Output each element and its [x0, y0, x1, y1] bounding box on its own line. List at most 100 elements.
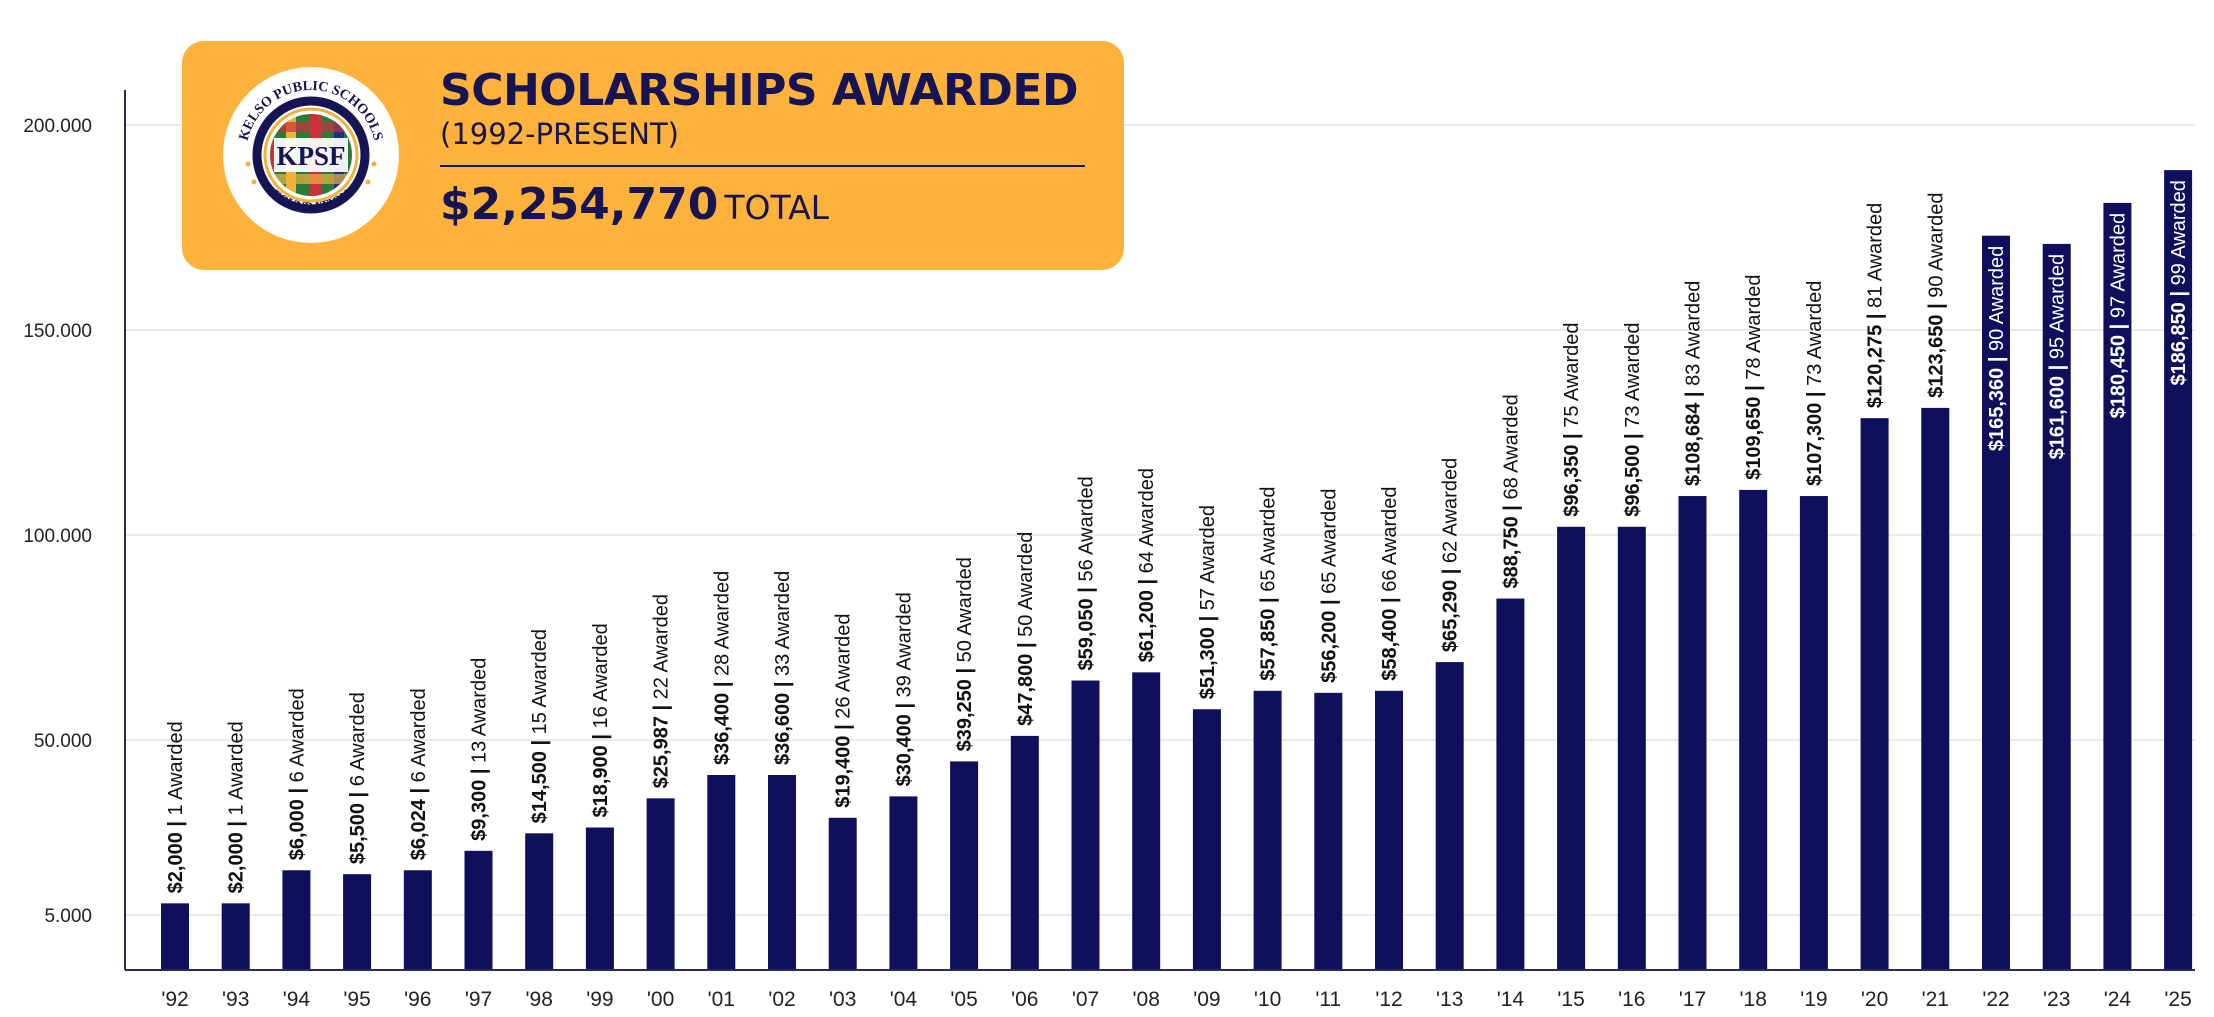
bar — [1617, 526, 1646, 970]
bar-count-label: 56 Awarded — [1076, 476, 1098, 581]
bar-data-label: $65,290 | 62 Awarded — [1440, 458, 1462, 652]
bar — [2164, 170, 2193, 971]
total-label: TOTAL — [724, 188, 830, 228]
bar-amount-label: $5,500 | — [347, 786, 369, 864]
bar-amount-label: $61,200 | — [1136, 573, 1158, 662]
bar-data-label: $109,650 | 78 Awarded — [1743, 274, 1765, 479]
y-tick-label: 50.000 — [34, 731, 92, 752]
bar-count-label: 33 Awarded — [772, 571, 794, 676]
bar-data-label: $30,400 | 39 Awarded — [893, 592, 915, 786]
bar-count-label: 1 Awarded — [165, 721, 187, 815]
bar — [1314, 692, 1343, 970]
bar-amount-label: $6,024 | — [408, 782, 430, 860]
bar-amount-label: $39,250 | — [954, 662, 976, 751]
bar-count-label: 68 Awarded — [1500, 394, 1522, 499]
bar — [525, 833, 554, 970]
bar-count-label: 15 Awarded — [529, 629, 551, 734]
bar-count-label: 22 Awarded — [651, 594, 673, 699]
x-tick-label: '08 — [1133, 988, 1160, 1011]
bar — [1010, 735, 1039, 970]
bar-amount-label: $14,500 | — [529, 734, 551, 823]
bar — [1557, 526, 1586, 970]
x-tick-label: '22 — [1982, 988, 2009, 1011]
total-amount: $2,254,770 — [440, 179, 719, 231]
bar-amount-label: $30,400 | — [893, 697, 915, 786]
bar — [1435, 662, 1464, 970]
bar-count-label: 1 Awarded — [226, 721, 248, 815]
bar-count-label: 26 Awarded — [833, 613, 855, 718]
x-tick-label: '18 — [1740, 988, 1767, 1011]
bar — [403, 870, 432, 970]
x-tick-label: '21 — [1922, 988, 1949, 1011]
x-tick-label: '99 — [586, 988, 613, 1011]
bar-data-label: $186,850 | 99 Awarded — [2168, 180, 2190, 385]
bar-count-label: 62 Awarded — [1440, 458, 1462, 563]
bar-count-label: 6 Awarded — [347, 692, 369, 786]
bar — [1739, 489, 1768, 970]
x-tick-label: '04 — [890, 988, 918, 1011]
bar — [950, 761, 979, 970]
bar-data-label: $2,000 | 1 Awarded — [226, 721, 248, 893]
bar-count-label: 97 Awarded — [2107, 213, 2129, 318]
x-tick-label: '95 — [343, 988, 370, 1011]
bar-data-label: $51,300 | 57 Awarded — [1197, 505, 1219, 699]
bar-amount-label: $36,600 | — [772, 676, 794, 765]
bar-data-label: $25,987 | 22 Awarded — [651, 594, 673, 788]
y-tick-label: 5.000 — [44, 906, 92, 927]
bar-count-label: 16 Awarded — [590, 623, 612, 728]
x-tick-label: '16 — [1618, 988, 1645, 1011]
bar-count-label: 78 Awarded — [1743, 274, 1765, 379]
bar — [1982, 235, 2010, 970]
bar-data-label: $6,024 | 6 Awarded — [408, 688, 430, 860]
bar — [1496, 598, 1525, 970]
bar — [1071, 680, 1100, 970]
bar-count-label: 6 Awarded — [408, 688, 430, 782]
bar-amount-label: $9,300 | — [469, 763, 491, 841]
x-tick-label: '12 — [1375, 988, 1402, 1011]
bar-count-label: 39 Awarded — [893, 592, 915, 697]
bar-amount-label: $2,000 | — [226, 815, 248, 893]
bar — [646, 798, 675, 970]
bar-amount-label: $88,750 | — [1500, 500, 1522, 589]
x-tick-label: '98 — [526, 988, 553, 1011]
bar-data-label: $39,250 | 50 Awarded — [954, 557, 976, 751]
bar-amount-label: $109,650 | — [1743, 380, 1765, 480]
y-tick-label: 200.000 — [23, 116, 92, 137]
bar-count-label: 81 Awarded — [1865, 203, 1887, 308]
total-row: $2,254,770 TOTAL — [440, 179, 1090, 230]
bar-data-label: $120,275 | 81 Awarded — [1865, 203, 1887, 408]
bar-data-label: $108,684 | 83 Awarded — [1683, 281, 1705, 486]
bar-data-label: $180,450 | 97 Awarded — [2107, 213, 2129, 418]
bar-data-label: $2,000 | 1 Awarded — [165, 721, 187, 893]
x-tick-label: '15 — [1557, 988, 1584, 1011]
x-tick-label: '06 — [1011, 988, 1038, 1011]
bar — [282, 870, 311, 970]
bar-amount-label: $165,360 | — [1986, 351, 2008, 451]
bar — [1921, 407, 1950, 970]
bar-count-label: 66 Awarded — [1379, 487, 1401, 592]
bar — [585, 827, 614, 970]
x-tick-label: '14 — [1497, 988, 1525, 1011]
chart-subtitle: (1992-PRESENT) — [440, 117, 679, 152]
bar — [1192, 709, 1221, 970]
axes — [124, 90, 2195, 971]
bar-data-label: $61,200 | 64 Awarded — [1136, 468, 1158, 662]
bar — [2042, 243, 2071, 970]
bar-data-label: $6,000 | 6 Awarded — [286, 688, 308, 860]
x-tick-label: '05 — [950, 988, 977, 1011]
bar — [1132, 672, 1161, 970]
bar — [1253, 690, 1282, 970]
x-tick-label: '96 — [404, 988, 431, 1011]
bar-count-label: 95 Awarded — [2047, 254, 2069, 359]
x-tick-label: '11 — [1315, 988, 1341, 1011]
bar-data-label: $107,300 | 73 Awarded — [1804, 281, 1826, 486]
bar-amount-label: $59,050 | — [1076, 582, 1098, 671]
bar-count-label: 57 Awarded — [1197, 505, 1219, 610]
bar-amount-label: $47,800 | — [1015, 637, 1037, 726]
bar-data-label: $47,800 | 50 Awarded — [1015, 532, 1037, 726]
bar-count-label: 99 Awarded — [2168, 180, 2190, 285]
bar-data-label: $96,500 | 73 Awarded — [1622, 323, 1644, 517]
x-tick-label: '03 — [829, 988, 856, 1011]
bar-count-label: 90 Awarded — [1925, 192, 1947, 297]
bar — [2103, 202, 2132, 970]
